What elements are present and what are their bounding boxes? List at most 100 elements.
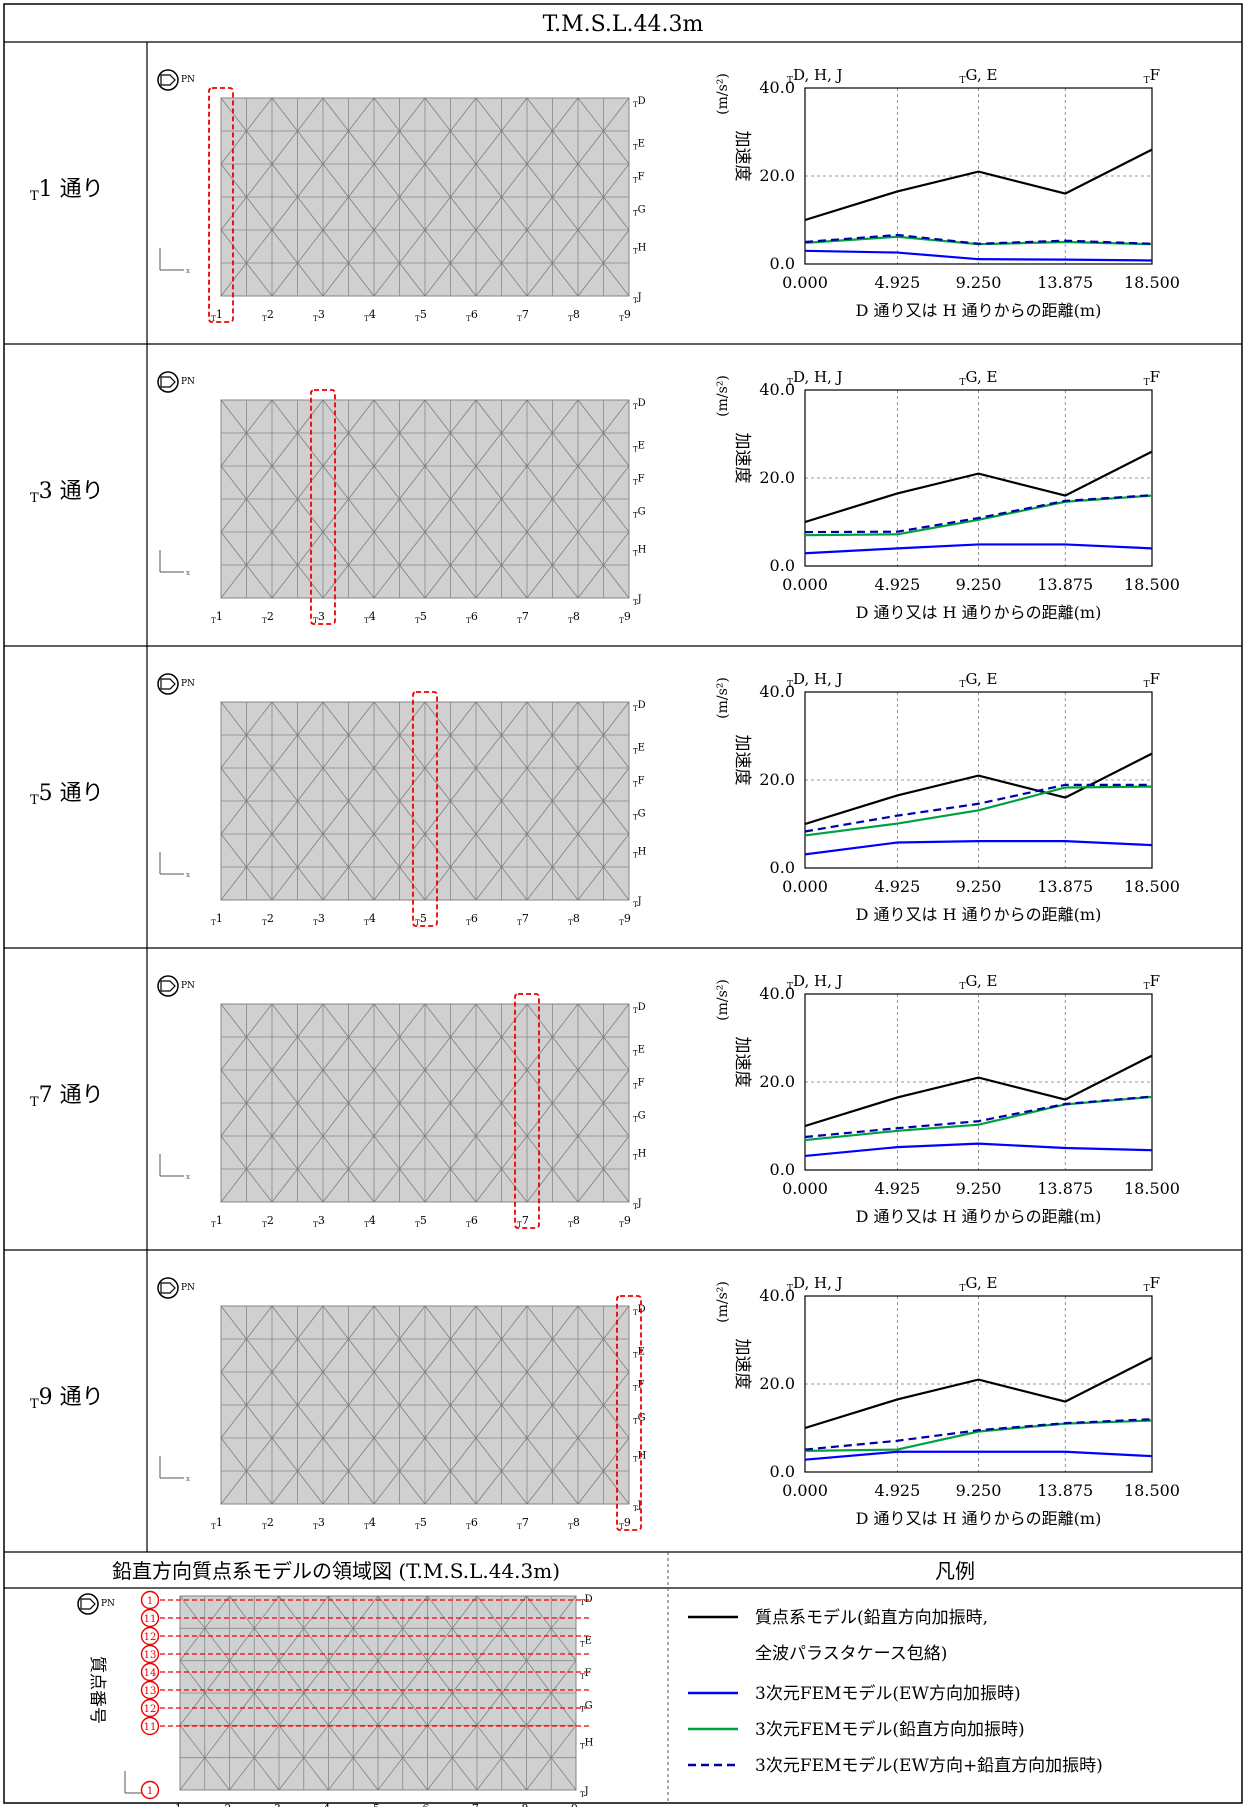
plan-row-label: TH (580, 1738, 594, 1751)
chart-x-tick: 13.875 (1037, 575, 1093, 594)
plan-diagonal (501, 701, 528, 736)
plan-diagonal (526, 1371, 553, 1406)
plan-row-label: TD (633, 1304, 646, 1317)
plan-diagonal (271, 701, 298, 736)
plan-row-letter: H (638, 545, 647, 556)
row-label-prefix: T (30, 189, 39, 204)
plan-diagonal (246, 701, 273, 736)
plan-row-letter: E (638, 743, 645, 754)
plan-diagonal (603, 800, 630, 835)
legend-label: 3次元FEMモデル(EW方向加振時) (755, 1683, 1021, 1704)
plan-diagonal (322, 1102, 349, 1137)
plan-diagonal (402, 1628, 428, 1661)
plan-row-letter: F (585, 1668, 592, 1679)
plan-diagonal (373, 1135, 400, 1170)
plan-diagonal (475, 1069, 502, 1104)
chart-series-line-0 (804, 752, 1153, 826)
plan-diagonal (501, 767, 528, 802)
plan-diagonal (220, 498, 247, 533)
plan-column-label: T6 (466, 912, 478, 927)
chart-top-label: TG, E (960, 368, 998, 388)
plan-diagonal (501, 163, 528, 198)
plan-diagonal (603, 734, 630, 769)
plan-column-number: 9 (571, 1802, 578, 1807)
chart-y-label: 加速度 (732, 735, 752, 786)
plan-diagonal (424, 196, 451, 231)
chart-x-tick: 0.000 (782, 1179, 828, 1198)
plan-row-letter: F (638, 172, 645, 183)
plan-diagonal (377, 1660, 404, 1694)
chart-x-tick: 18.500 (1124, 273, 1180, 292)
chart-top-label-prefix: T (787, 378, 793, 388)
plan-row-label: TE (633, 139, 645, 152)
mass-number-marker (140, 1662, 160, 1682)
plan-diagonal (577, 701, 604, 736)
plan-diagonal (297, 833, 324, 868)
plan-diagonal (179, 1692, 206, 1726)
plan-diagonal (603, 130, 630, 165)
plan-row-label: TJ (633, 594, 642, 607)
plan-diagonal (501, 564, 528, 599)
plan-diagonal (246, 1102, 273, 1137)
plan-diagonal (373, 399, 400, 434)
north-arrow-pointer-icon (160, 980, 176, 992)
chart-plot-frame (804, 87, 1153, 265)
plan-diagonal (399, 1371, 426, 1406)
plan-diagonal (246, 229, 273, 264)
plan-column-prefix: T (364, 315, 369, 323)
plan-diagonal (322, 701, 349, 736)
chart-top-label: TG, E (960, 1274, 998, 1294)
plan-diagonal (552, 1437, 579, 1472)
plan-diagonal (348, 800, 375, 835)
plan-diagonal (424, 432, 451, 467)
plan-diagonal (271, 866, 298, 901)
plan-diagonal (526, 432, 553, 467)
plan-diagonal (526, 1660, 552, 1694)
plan-row-label: TE (633, 1347, 645, 1360)
plan-row-label: TJ (633, 292, 642, 305)
plan-diagonal (475, 1305, 502, 1340)
plan-diagonal (427, 1595, 453, 1629)
plan-diagonal (526, 1404, 553, 1439)
highlight-line-marker (412, 691, 438, 927)
plan-diagonal (526, 163, 553, 198)
chart-top-label: TD, H, J (787, 1274, 843, 1294)
plan-column-number: 5 (420, 1214, 427, 1227)
plan-diagonal (475, 399, 502, 434)
plan-diagonal (373, 498, 400, 533)
plan-column-number: 9 (624, 1516, 631, 1529)
plan-column-prefix: T (466, 919, 471, 927)
plan-diagonal (451, 1660, 478, 1694)
plan-diagonal (246, 196, 273, 231)
plan-diagonal (322, 1305, 349, 1340)
plan-diagonal (271, 1404, 298, 1439)
plan-diagonal (501, 97, 528, 132)
chart-top-label-text: G, E (966, 670, 998, 688)
plan-row-label: TG (633, 1413, 646, 1426)
plan-diagonal (328, 1595, 354, 1629)
outer-frame (3, 3, 1243, 1804)
plan-diagonal (501, 196, 528, 231)
plan-row-label: TH (633, 1451, 647, 1464)
plan-diagonal (179, 1628, 206, 1661)
plan-diagonal (501, 1404, 528, 1439)
plan-diagonal (450, 1069, 477, 1104)
plan-row-prefix: T (580, 1743, 585, 1751)
plan-diagonal (220, 1305, 247, 1340)
plan-diagonal (450, 97, 477, 132)
row-label-text: 3 通り (39, 479, 104, 504)
mass-number: 13 (144, 1686, 157, 1697)
chart-top-label-text: F (1150, 972, 1160, 990)
plan-diagonal (603, 531, 630, 566)
plan-row-letter: E (638, 441, 645, 452)
chart-x-label: D 通り又は H 通りからの距離(m) (856, 1207, 1102, 1226)
plan-diagonal (450, 163, 477, 198)
plan-diagonal (220, 1135, 247, 1170)
plan-diagonal (424, 163, 451, 198)
plan-diagonal (577, 866, 604, 901)
plan-row-prefix: T (580, 1599, 585, 1607)
north-arrow-pointer-icon (160, 376, 176, 388)
plan-diagonal (476, 1725, 503, 1758)
plan-column-label: T6 (466, 1214, 478, 1229)
